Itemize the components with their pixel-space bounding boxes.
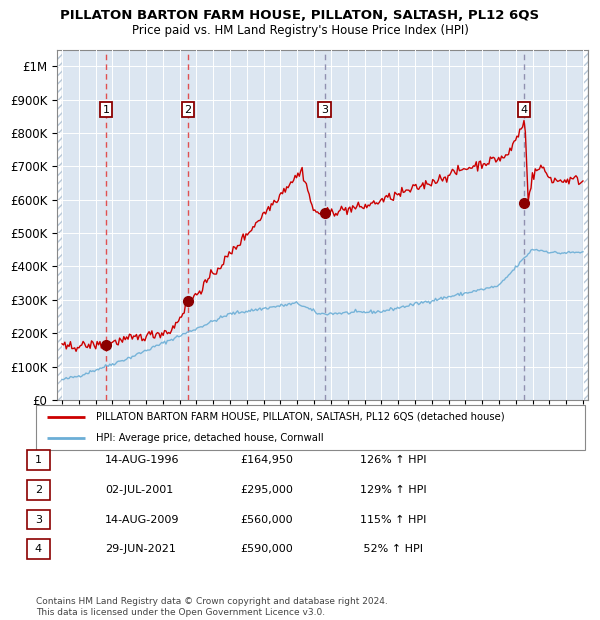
Bar — [583, 50, 588, 400]
Bar — [57, 50, 62, 400]
Text: £295,000: £295,000 — [240, 485, 293, 495]
Text: Contains HM Land Registry data © Crown copyright and database right 2024.
This d: Contains HM Land Registry data © Crown c… — [36, 598, 388, 617]
Text: 4: 4 — [35, 544, 42, 554]
Text: 1: 1 — [35, 455, 42, 465]
Text: 1: 1 — [103, 105, 110, 115]
Text: Price paid vs. HM Land Registry's House Price Index (HPI): Price paid vs. HM Land Registry's House … — [131, 24, 469, 37]
Text: 115% ↑ HPI: 115% ↑ HPI — [360, 515, 427, 525]
Text: 2: 2 — [35, 485, 42, 495]
Text: £560,000: £560,000 — [240, 515, 293, 525]
Text: 3: 3 — [321, 105, 328, 115]
Text: 126% ↑ HPI: 126% ↑ HPI — [360, 455, 427, 465]
Text: PILLATON BARTON FARM HOUSE, PILLATON, SALTASH, PL12 6QS (detached house): PILLATON BARTON FARM HOUSE, PILLATON, SA… — [97, 412, 505, 422]
Text: HPI: Average price, detached house, Cornwall: HPI: Average price, detached house, Corn… — [97, 433, 324, 443]
Text: 02-JUL-2001: 02-JUL-2001 — [105, 485, 173, 495]
Text: 3: 3 — [35, 515, 42, 525]
Text: £590,000: £590,000 — [240, 544, 293, 554]
Text: £164,950: £164,950 — [240, 455, 293, 465]
Text: 14-AUG-2009: 14-AUG-2009 — [105, 515, 179, 525]
Text: 52% ↑ HPI: 52% ↑ HPI — [360, 544, 423, 554]
Text: 2: 2 — [185, 105, 191, 115]
Text: 4: 4 — [520, 105, 527, 115]
Text: 29-JUN-2021: 29-JUN-2021 — [105, 544, 176, 554]
Text: 129% ↑ HPI: 129% ↑ HPI — [360, 485, 427, 495]
FancyBboxPatch shape — [36, 405, 585, 450]
Text: PILLATON BARTON FARM HOUSE, PILLATON, SALTASH, PL12 6QS: PILLATON BARTON FARM HOUSE, PILLATON, SA… — [61, 9, 539, 22]
Text: 14-AUG-1996: 14-AUG-1996 — [105, 455, 179, 465]
